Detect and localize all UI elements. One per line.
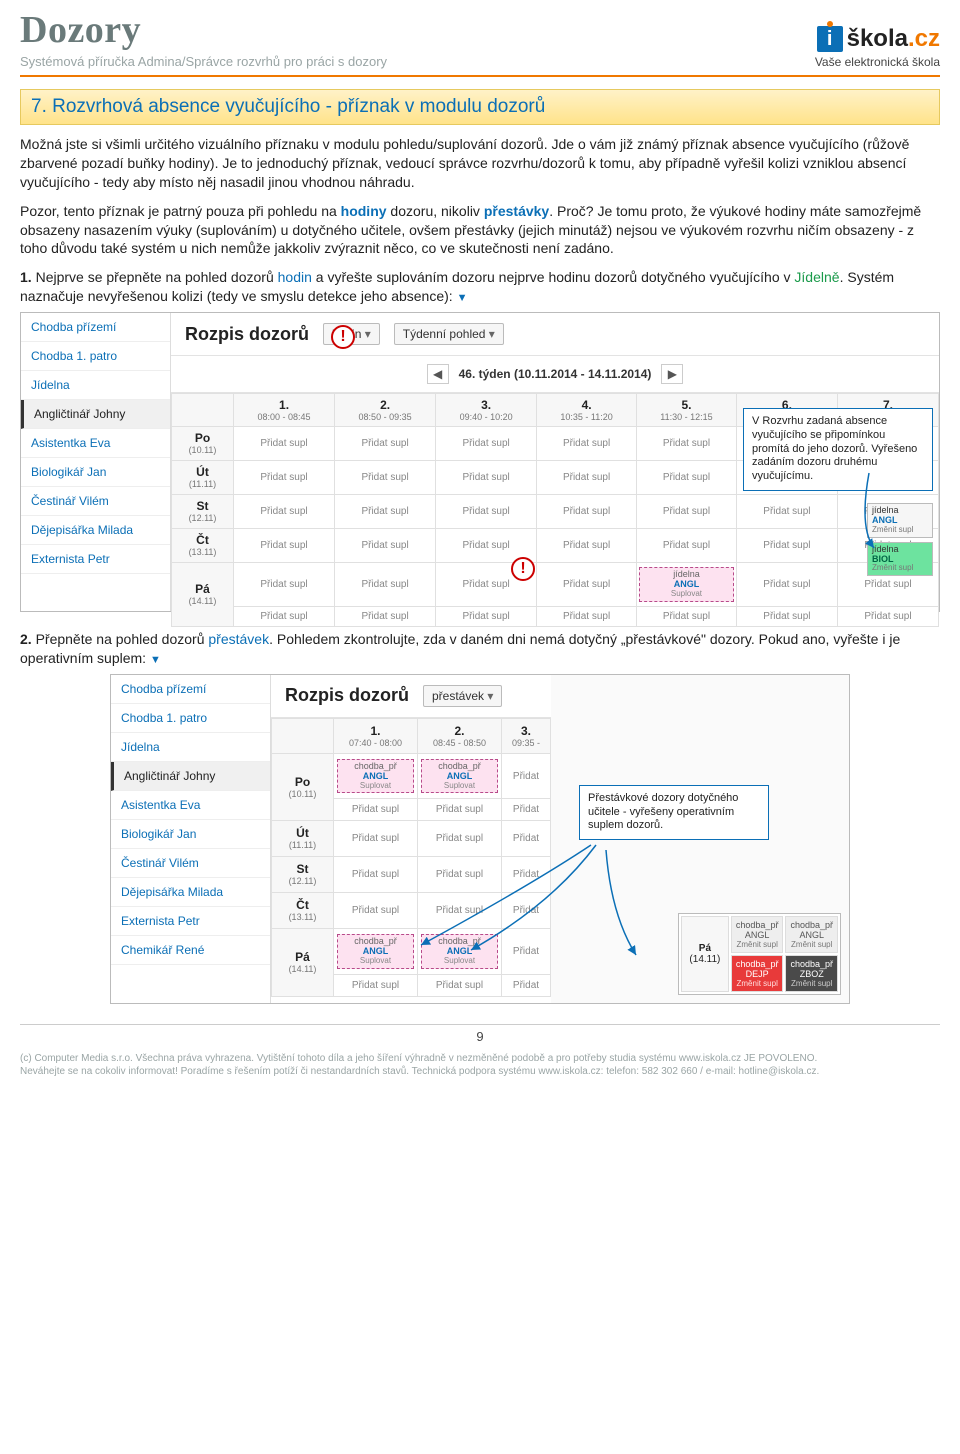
grid-title: Rozpis dozorů	[185, 324, 309, 345]
screenshot-2: Chodba přízemí Chodba 1. patro Jídelna A…	[110, 674, 850, 1004]
section-heading: 7. Rozvrhová absence vyučujícího - přízn…	[20, 89, 940, 125]
break-cell[interactable]: chodba_přANGLSuplovat	[334, 753, 418, 799]
grid-title: Rozpis dozorů	[285, 685, 409, 706]
logo-tagline: Vaše elektronická škola	[815, 55, 940, 69]
logo-text-1: škola	[847, 25, 908, 52]
sidebar-item[interactable]: Externista Petr	[111, 907, 270, 936]
sidebar-item[interactable]: Biologikář Jan	[111, 820, 270, 849]
logo: i škola.cz Vaše elektronická škola	[815, 25, 940, 69]
sidebar-item[interactable]: Čestinář Vilém	[21, 487, 170, 516]
legal-line-2: Neváhejte se na cokoliv informovat! Pora…	[20, 1065, 940, 1078]
callout-2: Přestávkové dozory dotyčného učitele - v…	[579, 785, 769, 840]
view-mode-dropdown[interactable]: přestávek	[423, 685, 502, 707]
schedule-grid-2: 1.07:40 - 08:00 2.08:45 - 08:50 3.09:35 …	[271, 718, 551, 997]
result-mini-grid: Pá(14.11) chodba_přANGLZměnit supl chodb…	[678, 913, 841, 995]
sidebar-item-selected[interactable]: Angličtinář Johny	[111, 762, 270, 791]
prev-week-button[interactable]: ◀	[427, 364, 449, 384]
sidebar-item[interactable]: Jídelna	[21, 371, 170, 400]
sidebar-item[interactable]: Biologikář Jan	[21, 458, 170, 487]
legal-line-1: (c) Computer Media s.r.o. Všechna práva …	[20, 1052, 940, 1065]
break-cell[interactable]: chodba_přANGLSuplovat	[417, 929, 501, 975]
page-header: Dozory Systémová příručka Admina/Správce…	[20, 8, 940, 77]
sidebar-item-selected[interactable]: Angličtinář Johny	[21, 400, 170, 429]
sidebar-item[interactable]: Chodba přízemí	[21, 313, 170, 342]
alert-icon: !	[511, 557, 535, 581]
sidebar-item[interactable]: Chodba 1. patro	[21, 342, 170, 371]
page-footer: 9 (c) Computer Media s.r.o. Všechna práv…	[0, 1024, 960, 1088]
mini-cell: jídelnaANGLZměnit supl	[867, 503, 933, 538]
doc-subtitle: Systémová příručka Admina/Správce rozvrh…	[20, 54, 387, 69]
week-label: 46. týden (10.11.2014 - 14.11.2014)	[459, 367, 652, 381]
alert-icon: !	[331, 325, 355, 349]
paragraph-2: Pozor, tento příznak je patrný pouza při…	[20, 202, 940, 259]
sidebar-item[interactable]: Dějepisářka Milada	[21, 516, 170, 545]
break-cell[interactable]: chodba_přANGLSuplovat	[417, 753, 501, 799]
mini-cell-resolved: jídelnaBIOLZměnit supl	[867, 542, 933, 577]
logo-icon: i	[817, 26, 843, 52]
page-number: 9	[20, 1024, 940, 1048]
sidebar-2: Chodba přízemí Chodba 1. patro Jídelna A…	[111, 675, 271, 1003]
break-cell[interactable]: chodba_přANGLSuplovat	[334, 929, 418, 975]
conflict-cell[interactable]: jídelnaANGLSuplovat	[637, 563, 737, 607]
arrow-down-icon: ▼	[150, 654, 161, 666]
paragraph-1: Možná jste si všimli určitého vizuálního…	[20, 135, 940, 192]
next-week-button[interactable]: ▶	[661, 364, 683, 384]
sidebar-item[interactable]: Dějepisářka Milada	[111, 878, 270, 907]
screenshot-1: Chodba přízemí Chodba 1. patro Jídelna A…	[20, 312, 940, 612]
logo-text-2: .cz	[908, 25, 940, 52]
sidebar-item[interactable]: Jídelna	[111, 733, 270, 762]
sidebar-item[interactable]: Chodba 1. patro	[111, 704, 270, 733]
sidebar-1: Chodba přízemí Chodba 1. patro Jídelna A…	[21, 313, 171, 611]
step-2: 2. Přepněte na pohled dozorů přestávek. …	[20, 630, 940, 668]
doc-title: Dozory	[20, 8, 387, 52]
sidebar-item[interactable]: Chemikář René	[111, 936, 270, 965]
arrow-down-icon: ▼	[457, 292, 468, 304]
callout-1: V Rozvrhu zadaná absence vyučujícího se …	[743, 408, 933, 491]
sidebar-item[interactable]: Chodba přízemí	[111, 675, 270, 704]
sidebar-item[interactable]: Asistentka Eva	[21, 429, 170, 458]
sidebar-item[interactable]: Asistentka Eva	[111, 791, 270, 820]
sidebar-item[interactable]: Čestinář Vilém	[111, 849, 270, 878]
period-dropdown[interactable]: Týdenní pohled	[394, 323, 504, 345]
sidebar-item[interactable]: Externista Petr	[21, 545, 170, 574]
step-1: 1. Nejprve se přepněte na pohled dozorů …	[20, 268, 940, 306]
